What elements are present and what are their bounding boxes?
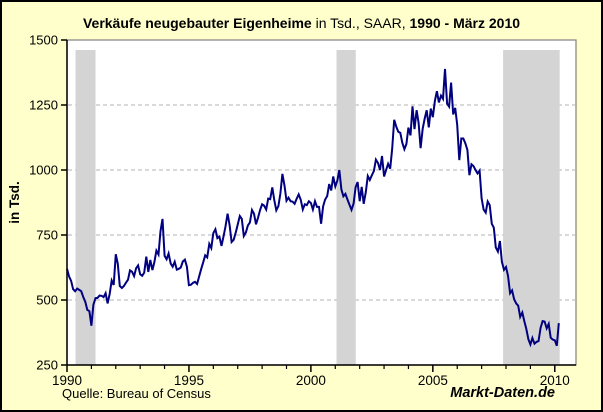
y-tick-label: 500 bbox=[36, 293, 58, 308]
y-tick-label: 1500 bbox=[29, 33, 58, 48]
y-tick-label: 250 bbox=[36, 358, 58, 373]
y-tick-label: 750 bbox=[36, 228, 58, 243]
y-tick-label: 1000 bbox=[29, 163, 58, 178]
watermark-label: Markt-Daten.de bbox=[450, 385, 555, 401]
x-tick-label: 1995 bbox=[174, 373, 204, 388]
recession-band bbox=[503, 50, 560, 365]
y-axis-title: in Tsd. bbox=[7, 181, 22, 224]
plot-area bbox=[67, 40, 576, 365]
x-tick-label: 2000 bbox=[296, 373, 326, 388]
x-tick-label: 2005 bbox=[418, 373, 448, 388]
chart-title-units: in Tsd., SAAR, bbox=[311, 15, 410, 31]
y-tick-label: 1250 bbox=[29, 98, 58, 113]
x-tick-label: 1990 bbox=[52, 373, 82, 388]
chart-title-main: Verkäufe neugebauter Eigenheime bbox=[82, 15, 312, 31]
sales-line bbox=[66, 68, 560, 348]
chart-title-period: 1990 - März 2010 bbox=[409, 15, 521, 31]
chart-title: Verkäufe neugebauter Eigenheime in Tsd.,… bbox=[2, 15, 601, 31]
recession-band bbox=[75, 50, 96, 365]
source-label: Quelle: Bureau of Census bbox=[62, 386, 211, 401]
recession-band bbox=[336, 50, 356, 365]
x-tick-label: 2010 bbox=[540, 373, 570, 388]
